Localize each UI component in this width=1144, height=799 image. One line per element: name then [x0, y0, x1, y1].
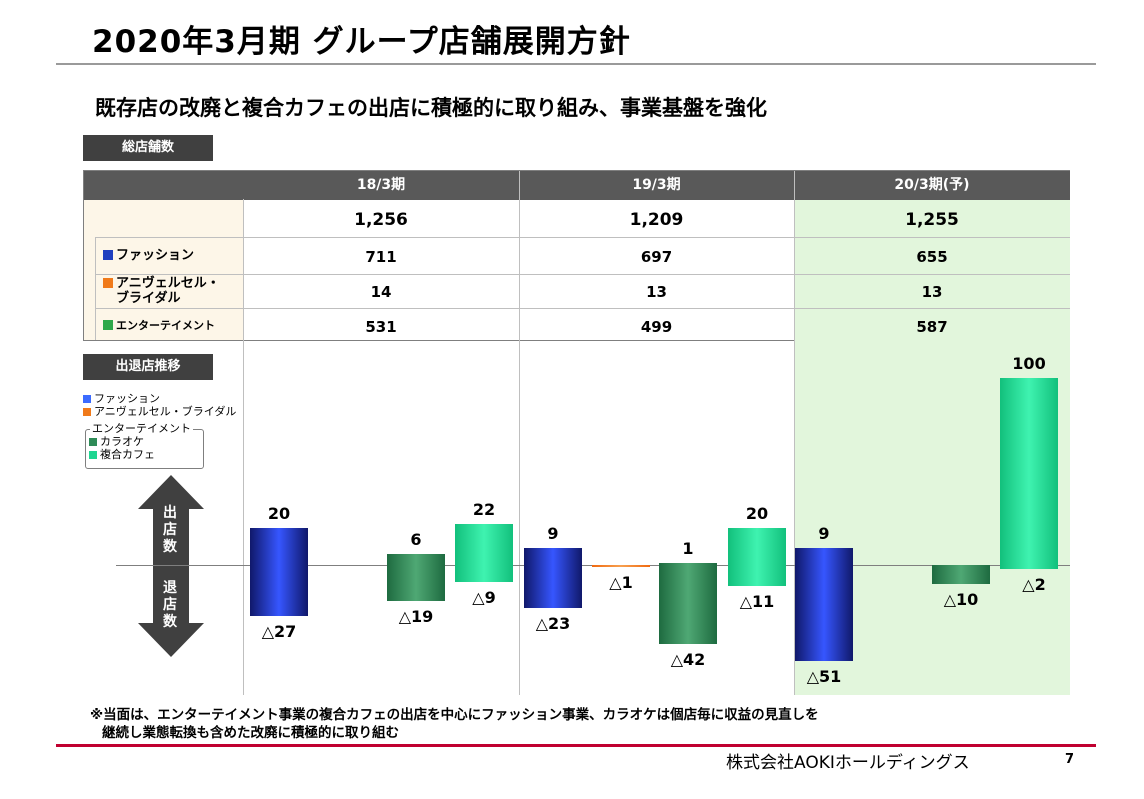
- table-header-col3: 20/3期(予): [794, 171, 1070, 200]
- table-cell: 655: [916, 248, 948, 266]
- legend-item-fashion: ファッション: [83, 392, 236, 405]
- table-row-divider: [243, 237, 1070, 238]
- chart-bar: [250, 527, 308, 616]
- page-title: 2020年3月期 グループ店舗展開方針: [92, 24, 631, 60]
- fashion-label-text: ファッション: [116, 248, 195, 263]
- bridal-color-swatch: [103, 278, 113, 288]
- legend-swatch: [89, 438, 97, 446]
- bar-value-label: △19: [398, 606, 434, 626]
- footnote: ※当面は、エンターテイメント事業の複合カフェの出店を中心にファッション事業、カラ…: [90, 706, 819, 742]
- entertainment-color-swatch: [103, 320, 113, 330]
- label-column-bg: [84, 199, 243, 340]
- table-total-col3: 1,255: [905, 210, 959, 230]
- legend-group-title: エンターテイメント: [90, 422, 193, 435]
- chart-baseline: [116, 565, 1070, 566]
- chart-bar: [659, 563, 717, 644]
- table-cell: 531: [365, 318, 397, 336]
- footer-divider: [56, 744, 1096, 747]
- entertainment-label-text: エンターテイメント: [116, 319, 215, 332]
- legend-label: ファッション: [94, 392, 160, 405]
- chart-bar: [728, 527, 786, 586]
- bar-value-label: 22: [472, 499, 496, 519]
- bar-value-label: △11: [739, 591, 775, 611]
- bar-value-label: △42: [670, 649, 706, 669]
- company-name: 株式会社AOKIホールディングス: [726, 753, 970, 773]
- table-row-divider: [95, 274, 1070, 275]
- open-close-arrow-icon: [138, 475, 204, 657]
- table-row-divider: [95, 308, 1070, 309]
- table-total-col2: 1,209: [629, 210, 684, 230]
- table-header-col1: 18/3期: [243, 171, 519, 200]
- legend-swatch: [89, 451, 97, 459]
- table-cell: 14: [370, 283, 392, 301]
- column-divider: [519, 171, 520, 695]
- column-divider: [794, 171, 795, 695]
- bar-value-label: 6: [410, 529, 422, 549]
- chart-bar: [387, 553, 445, 601]
- bar-value-label: △1: [609, 572, 633, 592]
- table-cell: 13: [921, 283, 943, 301]
- table-cell: 13: [646, 283, 667, 301]
- table-header-blank: [84, 171, 243, 200]
- bar-value-label: 20: [745, 503, 769, 523]
- table-row-divider: [95, 237, 243, 238]
- page-number: 7: [1065, 752, 1075, 767]
- table-row-label-fashion: ファッション: [103, 248, 194, 263]
- legend-label: アニヴェルセル・ブライダル: [94, 405, 237, 418]
- table-cell: 711: [365, 248, 397, 266]
- footnote-line1: ※当面は、エンターテイメント事業の複合カフェの出店を中心にファッション事業、カラ…: [90, 707, 819, 723]
- title-divider: [56, 63, 1096, 65]
- legend-items-entertainment: カラオケ 複合カフェ: [89, 435, 155, 461]
- column-divider: [243, 199, 244, 695]
- arrow-label-close: 退店数: [163, 580, 177, 630]
- legend-label: 複合カフェ: [100, 448, 155, 461]
- bar-value-label: 1: [682, 539, 694, 559]
- table-total-col1: 1,256: [354, 210, 408, 230]
- arrow-label-open: 出店数: [163, 505, 177, 555]
- footnote-line2: 継続し業態転換も含めた改廃に積極的に取り組む: [102, 725, 399, 741]
- bar-value-label: 9: [547, 524, 559, 544]
- chart-bar: [524, 548, 582, 609]
- legend-swatch: [83, 395, 91, 403]
- legend-item-bridal: アニヴェルセル・ブライダル: [83, 405, 236, 418]
- chart-bar: [455, 523, 513, 582]
- fashion-color-swatch: [103, 250, 113, 260]
- table-row-label-bridal: アニヴェルセル・ ブライダル: [103, 276, 220, 306]
- bridal-label-line2: ブライダル: [116, 291, 181, 306]
- legend-swatch: [83, 408, 91, 416]
- chart-legend: ファッション アニヴェルセル・ブライダル: [83, 392, 236, 418]
- bar-value-label: △9: [472, 587, 496, 607]
- table-cell: 499: [640, 318, 673, 336]
- bar-value-label: △23: [535, 614, 571, 634]
- label-group-line: [95, 237, 96, 340]
- bar-value-label: △27: [261, 621, 297, 641]
- legend-item-karaoke: カラオケ: [89, 435, 155, 448]
- table-cell: 697: [640, 248, 673, 266]
- section-tab-store-movement: 出退店推移: [83, 354, 213, 380]
- table-row-label-entertainment: エンターテイメント: [103, 318, 215, 333]
- legend-item-cafe: 複合カフェ: [89, 448, 155, 461]
- section-tab-total-stores: 総店舗数: [83, 135, 213, 161]
- page-subtitle: 既存店の改廃と複合カフェの出店に積極的に取り組み、事業基盤を強化: [95, 96, 767, 120]
- table-cell: 587: [916, 318, 948, 336]
- table-header-col2: 19/3期: [519, 171, 794, 200]
- legend-label: カラオケ: [100, 435, 144, 448]
- bridal-label-line1: アニヴェルセル・: [116, 276, 220, 291]
- bar-value-label: 20: [267, 503, 291, 523]
